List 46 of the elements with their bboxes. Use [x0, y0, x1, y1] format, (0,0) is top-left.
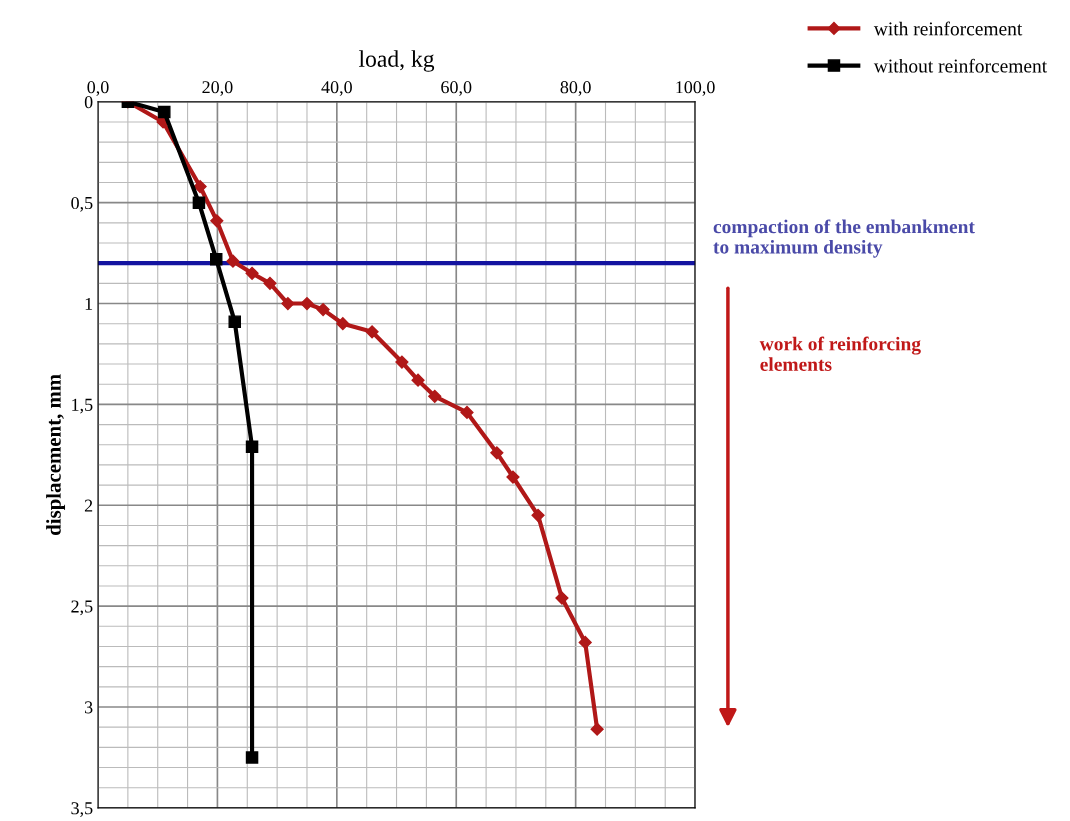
x-axis-title: load, kg	[358, 50, 435, 72]
point	[245, 440, 259, 454]
x-tick-label: 60,0	[441, 81, 472, 96]
point	[531, 508, 545, 522]
point	[578, 635, 592, 650]
y-tick-label: 2,5	[71, 600, 93, 616]
point	[281, 296, 295, 311]
point	[506, 470, 520, 484]
legend-label: with reinforcement	[873, 21, 1023, 36]
x-tick-label: 80,0	[560, 81, 591, 96]
point	[300, 296, 314, 311]
point	[395, 355, 409, 369]
y-tick-label: 1	[85, 297, 93, 310]
point	[210, 214, 224, 228]
text: work of reinforcing elements	[759, 336, 921, 371]
point	[590, 722, 604, 736]
point	[411, 373, 425, 387]
point	[336, 317, 350, 331]
y-tick-label: 3	[84, 701, 93, 714]
point	[226, 254, 240, 268]
point	[192, 196, 206, 209]
point	[555, 591, 569, 605]
point	[365, 325, 379, 339]
point	[158, 105, 171, 119]
y-tick-label: 0,5	[71, 196, 93, 212]
x-tick-label: 20,0	[202, 81, 233, 96]
point	[245, 266, 259, 280]
point	[228, 315, 241, 328]
ref-line-label: compaction of the embankment to maximum density	[713, 219, 975, 258]
legend-label: without reinforcement	[873, 58, 1048, 73]
y-tick-label: 0	[84, 96, 93, 109]
point	[209, 252, 223, 266]
point	[193, 179, 207, 194]
point	[245, 751, 259, 764]
point	[316, 302, 330, 317]
y-tick-label: 3,5	[71, 802, 93, 817]
point	[490, 446, 504, 460]
x-tick-label: 40,0	[321, 81, 352, 96]
y-tick-label: 1,5	[72, 398, 93, 414]
point	[263, 276, 277, 290]
point	[428, 389, 442, 403]
x-tick-label: 0,0	[87, 81, 109, 96]
x-tick-label: 100,0	[676, 81, 715, 96]
y-tick-label: 2	[84, 499, 93, 512]
y-axis-title: displacement, mm	[46, 374, 66, 535]
point	[460, 405, 474, 420]
